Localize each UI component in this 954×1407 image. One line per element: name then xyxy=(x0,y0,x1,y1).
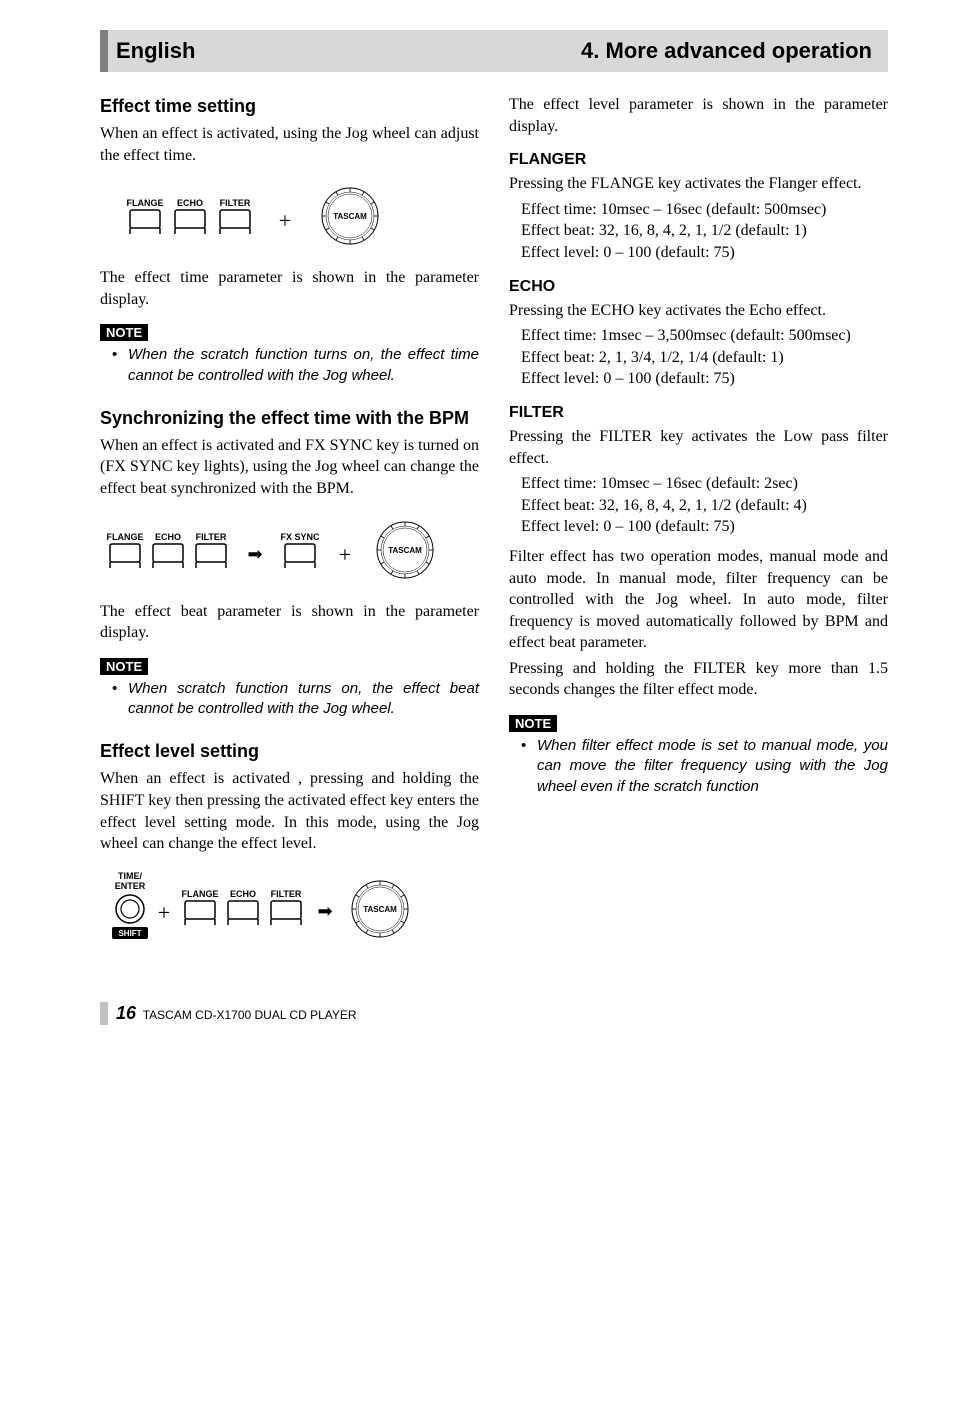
filter-note: When filter effect mode is set to manual… xyxy=(537,736,888,797)
sync-p2: The effect beat parameter is shown in th… xyxy=(100,601,479,644)
echo-p1: Pressing the ECHO key activates the Echo… xyxy=(509,300,888,322)
filter-heading: FILTER xyxy=(509,404,888,422)
note-label: NOTE xyxy=(100,324,148,341)
svg-text:ECHO: ECHO xyxy=(230,889,256,899)
effect-time-note: When the scratch function turns on, the … xyxy=(128,345,479,386)
filter-label: FILTER xyxy=(220,198,251,208)
svg-text:SHIFT: SHIFT xyxy=(118,929,141,938)
filter-p1: Pressing the FILTER key activates the Lo… xyxy=(509,426,888,469)
svg-text:TASCAM: TASCAM xyxy=(333,212,367,221)
arrow-icon: ➡ xyxy=(317,901,332,921)
echo-time: Effect time: 1msec – 3,500msec (default:… xyxy=(521,325,888,347)
page-header: English 4. More advanced operation xyxy=(100,30,888,72)
arrow-icon: ➡ xyxy=(247,544,262,564)
level-heading: Effect level setting xyxy=(100,741,479,762)
diagram-fx-sync: FLANGE ECHO FILTER ➡ xyxy=(100,512,479,587)
echo-label: ECHO xyxy=(177,198,203,208)
filter-level: Effect level: 0 – 100 (default: 75) xyxy=(521,516,888,538)
flanger-level: Effect level: 0 – 100 (default: 75) xyxy=(521,242,888,264)
jog-wheel-icon: TASCAM xyxy=(377,522,433,578)
filter-time: Effect time: 10msec – 16sec (default: 2s… xyxy=(521,473,888,495)
diagram-effect-time: FLANGE ECHO FILTER xyxy=(100,178,479,253)
sync-note: When scratch function turns on, the effe… xyxy=(128,679,479,720)
filter-beat: Effect beat: 32, 16, 8, 4, 2, 1, 1/2 (de… xyxy=(521,495,888,517)
flanger-heading: FLANGER xyxy=(509,151,888,169)
svg-text:ECHO: ECHO xyxy=(155,532,181,542)
echo-beat: Effect beat: 2, 1, 3/4, 1/2, 1/4 (defaul… xyxy=(521,347,888,369)
echo-heading: ECHO xyxy=(509,278,888,296)
flanger-time: Effect time: 10msec – 16sec (default: 50… xyxy=(521,199,888,221)
flanger-beat: Effect beat: 32, 16, 8, 4, 2, 1, 1/2 (de… xyxy=(521,220,888,242)
echo-button-icon xyxy=(175,210,205,228)
header-right: 4. More advanced operation xyxy=(581,38,872,64)
svg-text:FILTER: FILTER xyxy=(271,889,302,899)
svg-text:+: + xyxy=(158,900,170,925)
note-label: NOTE xyxy=(100,658,148,675)
svg-text:TASCAM: TASCAM xyxy=(388,546,422,555)
jog-wheel-icon: TASCAM xyxy=(352,881,408,937)
content-columns: Effect time setting When an effect is ac… xyxy=(100,94,888,966)
right-intro: The effect level parameter is shown in t… xyxy=(509,94,888,137)
svg-text:+: + xyxy=(339,542,351,567)
header-left: English xyxy=(116,38,195,64)
time-enter-icon: TIME/ ENTER SHIFT xyxy=(112,871,148,939)
flange-button-icon xyxy=(130,210,160,228)
sync-heading: Synchronizing the effect time with the B… xyxy=(100,408,479,429)
svg-text:FILTER: FILTER xyxy=(196,532,227,542)
footer-text: TASCAM CD-X1700 DUAL CD PLAYER xyxy=(143,1008,357,1022)
plus-icon: + xyxy=(279,208,291,233)
page-number: 16 xyxy=(116,1003,136,1023)
svg-text:FLANGE: FLANGE xyxy=(107,532,144,542)
effect-time-p1: When an effect is activated, using the J… xyxy=(100,123,479,166)
flanger-p1: Pressing the FLANGE key activates the Fl… xyxy=(509,173,888,195)
left-column: Effect time setting When an effect is ac… xyxy=(100,94,479,966)
flange-label: FLANGE xyxy=(127,198,164,208)
filter-button-icon xyxy=(220,210,250,228)
svg-text:TASCAM: TASCAM xyxy=(363,905,397,914)
filter-p2: Filter effect has two operation modes, m… xyxy=(509,546,888,654)
effect-time-heading: Effect time setting xyxy=(100,96,479,117)
svg-text:ENTER: ENTER xyxy=(115,881,146,891)
diagram-effect-level: TIME/ ENTER SHIFT + FLANGE ECHO xyxy=(100,867,479,952)
effect-time-p2: The effect time parameter is shown in th… xyxy=(100,267,479,310)
filter-p3: Pressing and holding the FILTER key more… xyxy=(509,658,888,701)
note-label: NOTE xyxy=(509,715,557,732)
right-column: The effect level parameter is shown in t… xyxy=(509,94,888,966)
svg-text:FLANGE: FLANGE xyxy=(182,889,219,899)
sync-p1: When an effect is activated and FX SYNC … xyxy=(100,435,479,500)
level-p1: When an effect is activated , pressing a… xyxy=(100,768,479,854)
svg-text:TIME/: TIME/ xyxy=(118,871,142,881)
page-footer: 16 TASCAM CD-X1700 DUAL CD PLAYER xyxy=(100,1002,888,1025)
jog-wheel-icon: TASCAM xyxy=(322,188,378,244)
echo-level: Effect level: 0 – 100 (default: 75) xyxy=(521,368,888,390)
svg-text:FX SYNC: FX SYNC xyxy=(280,532,320,542)
